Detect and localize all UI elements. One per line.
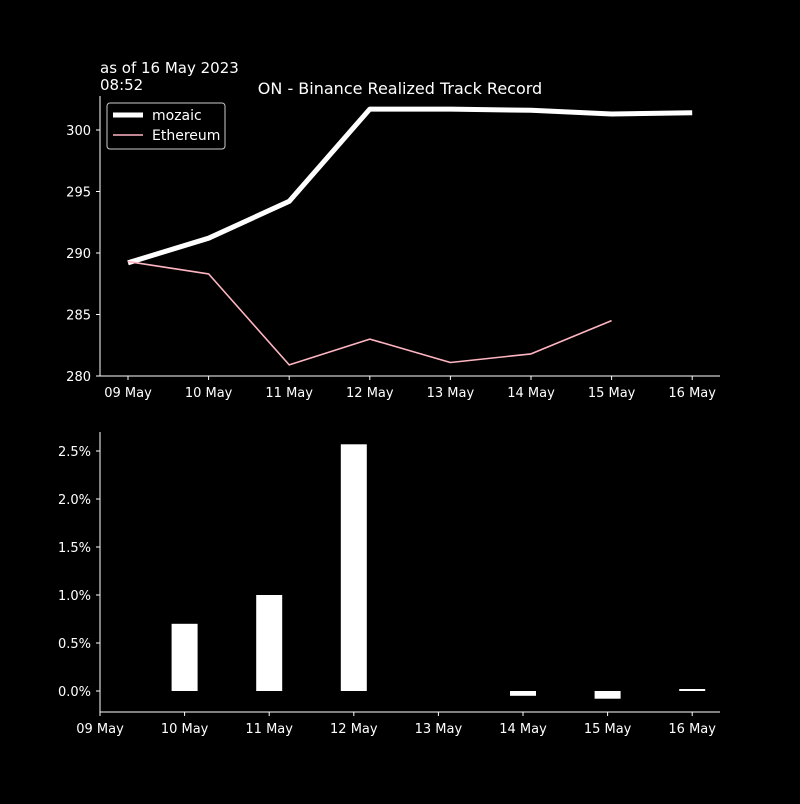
y-tick-label: 1.0% xyxy=(58,589,91,604)
bar-10-may xyxy=(171,623,198,691)
y-tick-label: 1.5% xyxy=(58,541,91,556)
bar-chart: 0.0% 0.5% 1.0% 1.5% 2.0% 2.5% 09 May 10 May 11 M… xyxy=(58,432,720,737)
x-tick-label: 13 May xyxy=(427,386,475,401)
legend-mozaic-label: mozaic xyxy=(152,108,202,124)
y-tick-label: 0.0% xyxy=(58,685,91,700)
asof-time: 08:52 xyxy=(100,76,143,94)
bar-12-may xyxy=(340,444,367,691)
x-tick-label: 16 May xyxy=(668,386,716,401)
x-tick-label: 14 May xyxy=(499,722,547,737)
series-line-mozaic xyxy=(127,106,693,266)
bar-15-may xyxy=(594,691,621,699)
legend: mozaic Ethereum xyxy=(106,102,226,150)
x-tick-label: 10 May xyxy=(185,386,233,401)
asof-date: as of 16 May 2023 xyxy=(100,59,239,77)
x-tick-label: 13 May xyxy=(415,722,463,737)
line-chart: 280 285 290 295 300 09 May 10 May 11 May 12 May 1… xyxy=(66,96,720,401)
x-tick-label: 12 May xyxy=(330,722,378,737)
bar-14-may xyxy=(510,691,536,696)
x-tick-label: 15 May xyxy=(584,722,632,737)
y-tick-label: 300 xyxy=(66,124,91,139)
bar-11-may xyxy=(256,595,283,691)
y-tick-label: 285 xyxy=(66,309,91,324)
x-tick-label: 09 May xyxy=(76,722,124,737)
legend-ethereum-label: Ethereum xyxy=(152,128,220,144)
x-tick-label: 09 May xyxy=(104,386,152,401)
y-tick-label: 280 xyxy=(66,370,91,385)
x-tick-label: 11 May xyxy=(265,386,313,401)
bar-16-may xyxy=(679,689,706,691)
x-tick-label: 10 May xyxy=(161,722,209,737)
x-tick-label: 14 May xyxy=(507,386,555,401)
series-line-ethereum xyxy=(127,260,612,366)
y-tick-label: 0.5% xyxy=(58,637,91,652)
x-tick-label: 16 May xyxy=(668,722,716,737)
y-tick-label: 2.0% xyxy=(58,493,91,508)
x-tick-label: 15 May xyxy=(588,386,636,401)
chart-title: ON - Binance Realized Track Record xyxy=(258,79,542,98)
x-tick-label: 11 May xyxy=(245,722,293,737)
y-tick-label: 295 xyxy=(66,186,91,201)
y-tick-label: 290 xyxy=(66,247,91,262)
x-tick-label: 12 May xyxy=(346,386,394,401)
y-tick-label: 2.5% xyxy=(58,445,91,460)
